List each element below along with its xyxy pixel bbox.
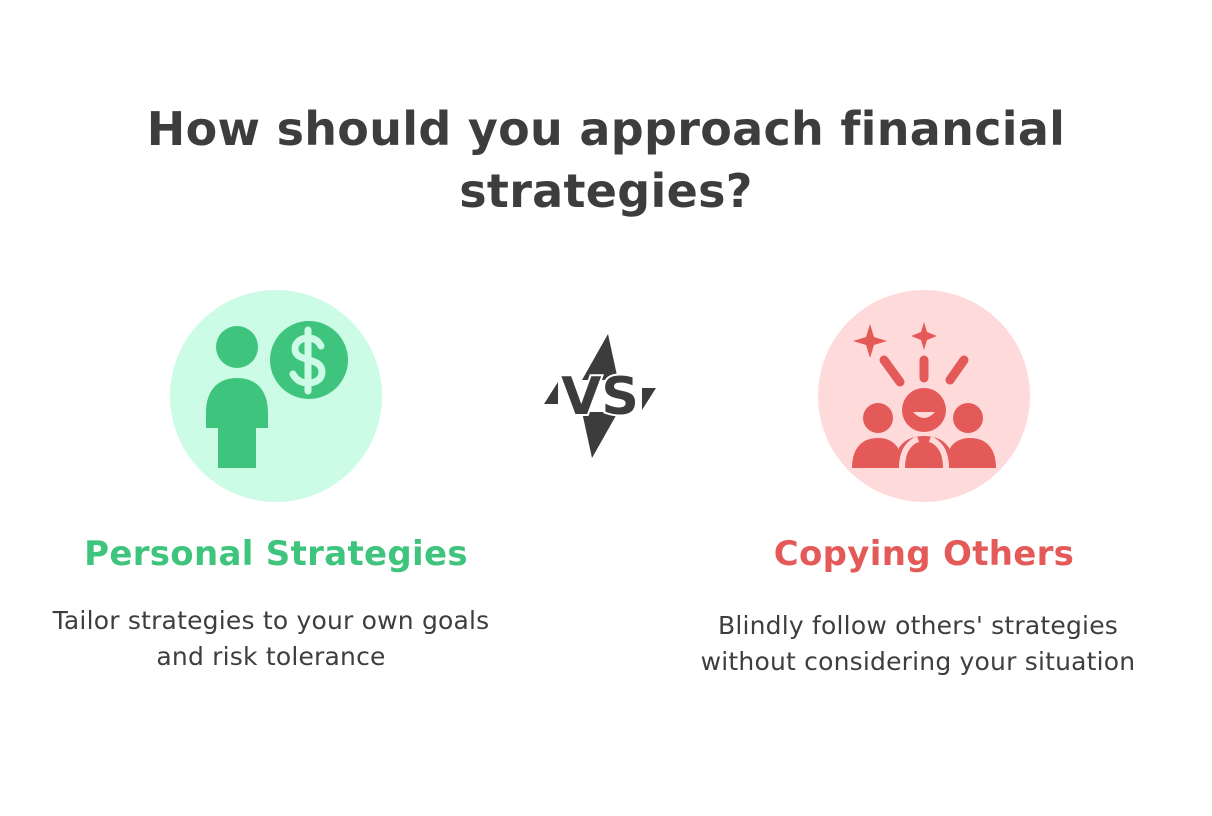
- copying-others-heading: Copying Others: [773, 534, 1075, 574]
- personal-strategies-heading: Personal Strategies: [84, 534, 468, 574]
- vs-label: VS: [561, 367, 639, 427]
- lightning-icon: [544, 334, 656, 458]
- page-title: How should you approach financial strate…: [146, 102, 1066, 218]
- copying-others-badge: [818, 290, 1030, 502]
- versus-emblem: VS: [538, 330, 662, 462]
- copying-others-description: Blindly follow others' strategies withou…: [700, 611, 1136, 676]
- personal-strategies-badge: [170, 290, 382, 502]
- person-with-dollar-icon: [170, 290, 382, 502]
- excited-crowd-icon: [818, 290, 1030, 502]
- personal-strategies-description: Tailor strategies to your own goals and …: [52, 606, 490, 671]
